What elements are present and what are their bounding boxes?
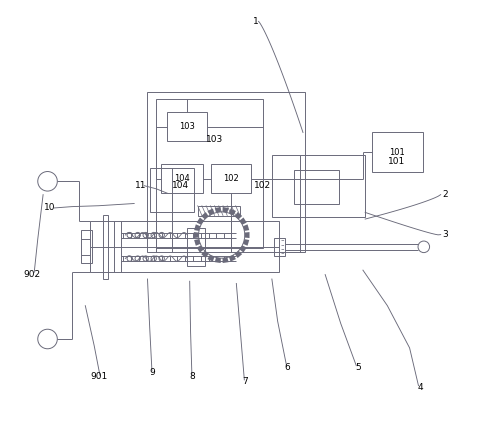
Bar xyxy=(168,113,208,141)
Bar xyxy=(156,99,263,248)
Text: 4: 4 xyxy=(418,384,423,392)
Text: 9: 9 xyxy=(149,368,155,377)
Text: 902: 902 xyxy=(23,270,40,279)
Text: 104: 104 xyxy=(172,181,190,190)
Polygon shape xyxy=(194,239,200,246)
Text: 102: 102 xyxy=(255,181,272,190)
Polygon shape xyxy=(229,255,236,261)
Bar xyxy=(90,221,278,272)
Polygon shape xyxy=(215,257,221,263)
Polygon shape xyxy=(223,257,228,263)
Text: 103: 103 xyxy=(179,122,195,131)
Text: 103: 103 xyxy=(206,135,223,143)
Text: 1: 1 xyxy=(254,17,259,26)
Polygon shape xyxy=(240,218,247,225)
Polygon shape xyxy=(223,207,228,213)
Polygon shape xyxy=(201,212,208,219)
Text: 8: 8 xyxy=(189,372,195,381)
Text: 2: 2 xyxy=(442,190,448,199)
Polygon shape xyxy=(208,208,214,215)
Bar xyxy=(211,164,251,193)
Bar xyxy=(294,170,339,203)
Polygon shape xyxy=(244,232,249,238)
Polygon shape xyxy=(235,212,242,219)
Bar xyxy=(161,164,203,193)
Polygon shape xyxy=(208,255,214,261)
Text: 10: 10 xyxy=(44,203,55,212)
Polygon shape xyxy=(235,251,242,258)
Text: 104: 104 xyxy=(174,174,190,183)
Polygon shape xyxy=(197,218,204,225)
Text: 3: 3 xyxy=(442,230,448,239)
Polygon shape xyxy=(194,224,200,231)
Text: 6: 6 xyxy=(284,363,290,372)
Bar xyxy=(150,168,194,212)
Polygon shape xyxy=(243,224,249,231)
Text: 901: 901 xyxy=(90,372,107,381)
Bar xyxy=(103,215,107,279)
Polygon shape xyxy=(215,207,221,213)
Polygon shape xyxy=(201,251,208,258)
Text: 102: 102 xyxy=(223,174,239,183)
Polygon shape xyxy=(197,245,204,253)
Bar xyxy=(272,155,365,217)
Text: 101: 101 xyxy=(389,148,405,157)
Polygon shape xyxy=(243,239,249,246)
Bar xyxy=(147,93,305,253)
Bar xyxy=(198,206,240,215)
Text: 101: 101 xyxy=(388,157,405,166)
Polygon shape xyxy=(229,208,236,215)
Bar xyxy=(274,238,285,256)
Text: 7: 7 xyxy=(243,377,248,386)
Bar xyxy=(372,132,423,173)
Polygon shape xyxy=(194,232,199,238)
Text: 5: 5 xyxy=(356,363,362,372)
Text: 11: 11 xyxy=(135,181,147,190)
Bar xyxy=(81,230,92,263)
Bar xyxy=(188,228,205,266)
Polygon shape xyxy=(240,245,247,253)
